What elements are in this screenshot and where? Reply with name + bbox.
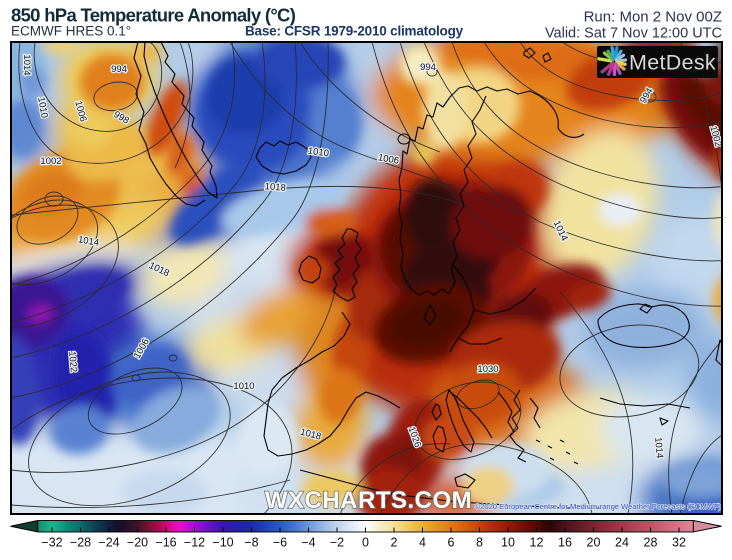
svg-text:20: 20 xyxy=(587,536,601,550)
svg-text:−24: −24 xyxy=(98,536,119,550)
svg-text:−8: −8 xyxy=(244,536,258,550)
svg-text:1014: 1014 xyxy=(21,54,32,75)
svg-text:1010: 1010 xyxy=(233,381,254,392)
svg-text:−2: −2 xyxy=(330,536,344,550)
svg-text:8: 8 xyxy=(476,536,483,550)
svg-text:16: 16 xyxy=(558,536,572,550)
svg-text:Valid: Sat 7 Nov 12:00 UTC: Valid: Sat 7 Nov 12:00 UTC xyxy=(545,25,722,41)
svg-text:994: 994 xyxy=(111,64,127,75)
svg-text:−12: −12 xyxy=(184,536,205,550)
svg-text:©2020 European Centre for Medi: ©2020 European Centre for Medium-range W… xyxy=(475,502,722,511)
svg-text:32: 32 xyxy=(672,536,686,550)
svg-text:Run: Mon 2 Nov 00Z: Run: Mon 2 Nov 00Z xyxy=(584,8,722,25)
svg-text:WXCHARTS.COM: WXCHARTS.COM xyxy=(265,487,472,514)
svg-text:994: 994 xyxy=(420,62,436,73)
svg-text:1030: 1030 xyxy=(477,364,498,375)
svg-text:4: 4 xyxy=(419,536,426,550)
svg-text:−6: −6 xyxy=(273,536,287,550)
svg-text:10: 10 xyxy=(501,536,515,550)
svg-text:1018: 1018 xyxy=(264,181,286,194)
svg-text:24: 24 xyxy=(615,536,629,550)
svg-text:12: 12 xyxy=(530,536,544,550)
svg-text:6: 6 xyxy=(448,536,455,550)
svg-text:−4: −4 xyxy=(301,536,315,550)
svg-text:2: 2 xyxy=(391,536,398,550)
svg-text:Base: CFSR 1979-2010 climatolo: Base: CFSR 1979-2010 climatology xyxy=(245,24,464,39)
svg-text:MetDesk: MetDesk xyxy=(629,51,716,75)
svg-text:1010: 1010 xyxy=(35,96,50,119)
svg-text:ECMWF HRES 0.1°: ECMWF HRES 0.1° xyxy=(11,24,131,39)
svg-text:1010: 1010 xyxy=(307,146,329,160)
svg-text:28: 28 xyxy=(644,536,658,550)
svg-text:1002: 1002 xyxy=(40,156,61,167)
svg-text:−10: −10 xyxy=(212,536,233,550)
svg-text:1014: 1014 xyxy=(652,437,665,459)
svg-text:−16: −16 xyxy=(155,536,176,550)
svg-text:1014: 1014 xyxy=(77,234,100,249)
svg-text:−20: −20 xyxy=(127,536,148,550)
svg-text:−28: −28 xyxy=(70,536,91,550)
svg-text:850 hPa Temperature Anomaly (°: 850 hPa Temperature Anomaly (°C) xyxy=(11,4,296,25)
svg-text:−32: −32 xyxy=(41,536,62,550)
svg-text:1006: 1006 xyxy=(377,152,400,167)
svg-text:1022: 1022 xyxy=(66,351,79,373)
svg-text:0: 0 xyxy=(362,536,369,550)
